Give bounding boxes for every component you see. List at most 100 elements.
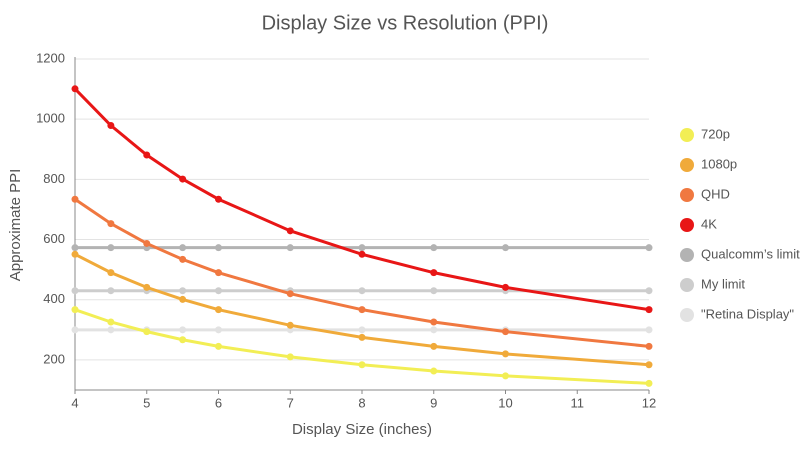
point xyxy=(645,244,653,252)
x-tick-label: 8 xyxy=(358,395,365,410)
point xyxy=(215,269,222,277)
legend-label: Qualcomm’s limit xyxy=(701,246,800,261)
point xyxy=(179,175,187,183)
y-tick-label: 1000 xyxy=(36,111,65,126)
point xyxy=(143,239,151,247)
legend-label: QHD xyxy=(701,186,730,201)
point xyxy=(645,361,653,369)
point xyxy=(645,326,653,334)
point xyxy=(71,326,79,334)
legend-label: "Retina Display" xyxy=(701,306,794,321)
point xyxy=(215,244,222,252)
point xyxy=(502,328,509,336)
series-line xyxy=(73,87,650,312)
y-tick-label: 200 xyxy=(43,351,65,366)
point xyxy=(430,326,438,334)
point xyxy=(286,290,294,298)
point xyxy=(215,326,222,334)
point xyxy=(358,244,366,252)
point xyxy=(286,244,294,252)
legend-marker xyxy=(680,158,694,172)
legend-label: 4K xyxy=(701,216,717,231)
point xyxy=(215,287,222,295)
point xyxy=(71,85,79,93)
point xyxy=(430,287,438,295)
point xyxy=(179,255,187,263)
point xyxy=(645,379,653,387)
point xyxy=(179,336,187,344)
point xyxy=(430,367,438,375)
point xyxy=(645,342,653,350)
legend-marker xyxy=(680,278,694,292)
point xyxy=(215,195,222,203)
series-line xyxy=(74,197,650,348)
point xyxy=(358,326,366,334)
point xyxy=(179,287,187,295)
y-tick-label: 1200 xyxy=(36,50,65,65)
point xyxy=(215,342,222,350)
y-tick-label: 800 xyxy=(43,171,65,186)
legend-marker xyxy=(680,308,694,322)
point xyxy=(71,306,79,314)
legend-label: 720p xyxy=(701,126,730,141)
x-tick-label: 4 xyxy=(71,395,78,410)
point xyxy=(143,328,151,336)
point xyxy=(645,306,653,314)
legend-label: 1080p xyxy=(701,156,737,171)
x-axis-label: Display Size (inches) xyxy=(292,421,432,438)
point xyxy=(286,353,294,361)
point xyxy=(502,350,509,358)
y-tick-label: 400 xyxy=(43,291,65,306)
x-tick-label: 6 xyxy=(215,395,222,410)
x-tick-label: 11 xyxy=(571,395,585,410)
point xyxy=(107,122,115,130)
chart-title: Display Size vs Resolution (PPI) xyxy=(262,12,549,34)
series-line xyxy=(74,252,650,367)
legend-marker xyxy=(680,218,694,232)
point xyxy=(358,333,366,341)
point xyxy=(502,283,509,291)
point xyxy=(286,321,294,329)
series-line xyxy=(74,308,650,385)
x-tick-label: 9 xyxy=(430,395,437,410)
point xyxy=(502,372,509,380)
point xyxy=(502,244,509,252)
point xyxy=(430,318,438,326)
point xyxy=(107,269,115,277)
point xyxy=(179,326,187,334)
point xyxy=(286,227,294,235)
point xyxy=(179,244,187,252)
y-axis-label: Approximate PPI xyxy=(7,169,24,282)
point xyxy=(430,244,438,252)
point xyxy=(143,283,151,291)
point xyxy=(71,250,79,258)
y-tick-label: 600 xyxy=(43,231,65,246)
point xyxy=(358,361,366,369)
point xyxy=(107,220,115,228)
point xyxy=(358,287,366,295)
legend-marker xyxy=(680,248,694,262)
point xyxy=(71,195,79,203)
point xyxy=(71,287,79,295)
point xyxy=(358,250,366,258)
legend-marker xyxy=(680,128,694,142)
x-tick-label: 10 xyxy=(498,395,512,410)
legend-label: My limit xyxy=(701,276,745,291)
point xyxy=(143,151,151,159)
point xyxy=(645,287,653,295)
point xyxy=(107,287,115,295)
point xyxy=(107,326,115,334)
x-tick-label: 5 xyxy=(143,395,150,410)
point xyxy=(179,295,187,303)
legend-marker xyxy=(680,188,694,202)
point xyxy=(430,342,438,350)
point xyxy=(107,318,115,326)
point xyxy=(107,244,115,252)
x-tick-label: 7 xyxy=(287,395,294,410)
point xyxy=(358,306,366,314)
x-tick-label: 12 xyxy=(642,395,656,410)
point xyxy=(71,244,79,252)
point xyxy=(430,269,438,277)
point xyxy=(215,306,222,314)
